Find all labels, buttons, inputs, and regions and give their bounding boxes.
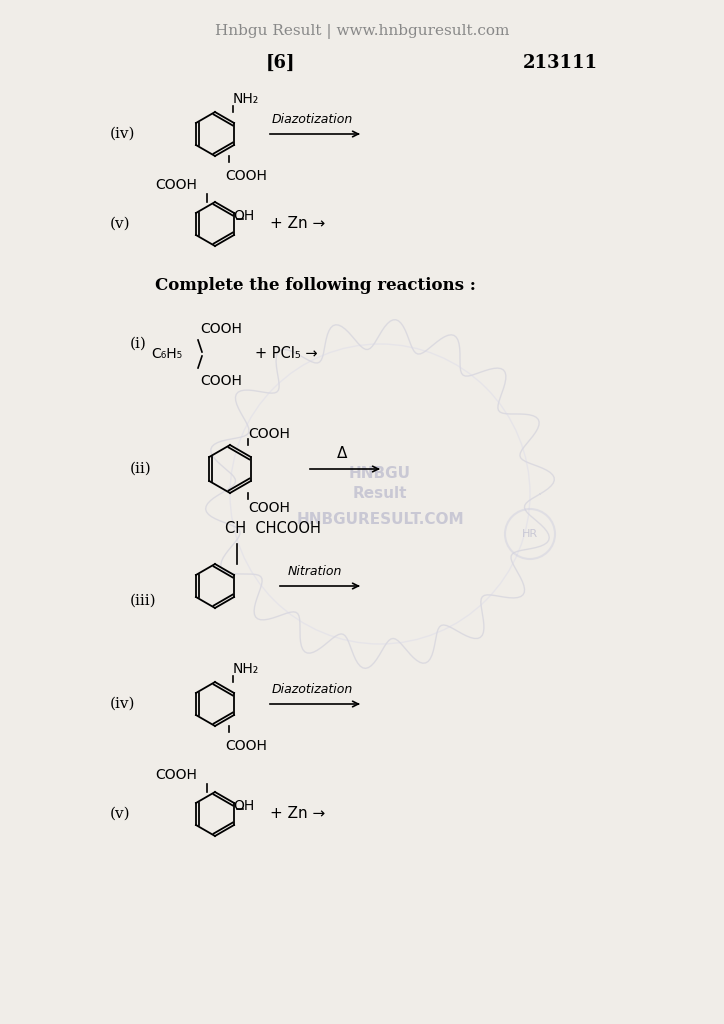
Text: (ii): (ii) [130,462,152,476]
Text: COOH: COOH [248,427,290,441]
Text: (iv): (iv) [110,697,135,711]
Text: [6]: [6] [265,54,295,72]
Text: NH₂: NH₂ [233,662,259,676]
Text: COOH: COOH [155,768,197,782]
Text: Δ: Δ [337,446,348,461]
Text: C₆H₅: C₆H₅ [151,347,182,361]
Text: OH: OH [233,209,254,223]
Text: CH  CHCOOH: CH CHCOOH [225,521,321,536]
Text: Complete the following reactions :: Complete the following reactions : [155,278,476,295]
Text: (iii): (iii) [130,594,156,608]
Text: COOH: COOH [200,374,242,388]
Text: HNBGURESULT.COM: HNBGURESULT.COM [296,512,464,526]
Text: + Zn →: + Zn → [270,216,325,231]
Text: OH: OH [233,799,254,813]
Text: (v): (v) [110,217,130,231]
Text: (v): (v) [110,807,130,821]
Text: Result: Result [353,486,407,502]
Text: COOH: COOH [155,178,197,193]
Text: HNBGU: HNBGU [349,467,411,481]
Text: (i): (i) [130,337,147,351]
Text: Hnbgu Result | www.hnbguresult.com: Hnbgu Result | www.hnbguresult.com [215,24,509,39]
Text: + Zn →: + Zn → [270,807,325,821]
Text: + PCl₅ →: + PCl₅ → [255,346,318,361]
Text: HR: HR [522,529,538,539]
Text: Diazotization: Diazotization [272,683,353,696]
Text: COOH: COOH [225,169,267,183]
Text: COOH: COOH [200,322,242,336]
Text: 213111: 213111 [523,54,597,72]
Text: Diazotization: Diazotization [272,113,353,126]
Text: Nitration: Nitration [288,565,342,578]
Text: (iv): (iv) [110,127,135,141]
Text: NH₂: NH₂ [233,92,259,106]
Text: COOH: COOH [225,739,267,753]
Text: COOH: COOH [248,501,290,515]
